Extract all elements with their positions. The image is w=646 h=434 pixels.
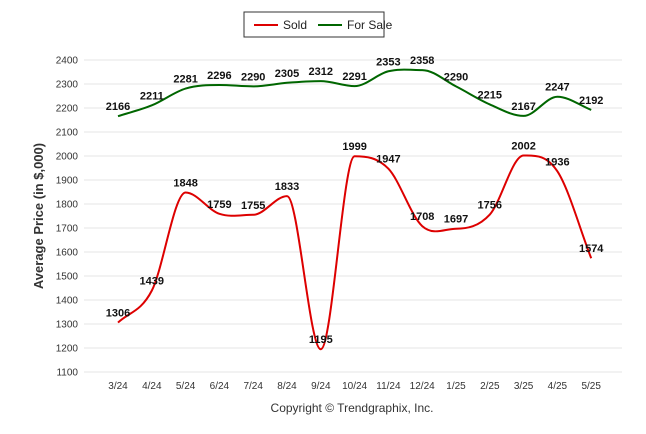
data-label: 2290 bbox=[444, 71, 468, 83]
data-label: 2296 bbox=[207, 70, 231, 82]
data-label: 1848 bbox=[173, 177, 197, 189]
data-label: 2215 bbox=[478, 89, 502, 101]
grid-layer bbox=[84, 59, 622, 373]
data-label: 1833 bbox=[275, 181, 299, 193]
data-label: 2353 bbox=[376, 56, 400, 68]
data-label: 2291 bbox=[342, 71, 366, 83]
x-tick-label: 2/25 bbox=[480, 381, 500, 392]
data-label: 1936 bbox=[545, 156, 569, 168]
data-label: 1947 bbox=[376, 154, 400, 166]
series-line-for-sale bbox=[117, 68, 592, 118]
y-tick-label: 1800 bbox=[56, 200, 79, 211]
series-layer bbox=[117, 68, 593, 351]
y-tick-label: 2200 bbox=[56, 104, 79, 115]
data-label: 2290 bbox=[241, 71, 265, 83]
y-tick-label: 1700 bbox=[56, 224, 79, 235]
x-tick-label: 11/24 bbox=[376, 381, 401, 392]
data-label: 1306 bbox=[106, 308, 130, 320]
y-tick-label: 2300 bbox=[56, 80, 79, 91]
data-label: 1708 bbox=[410, 211, 434, 223]
x-axis-ticks: 3/24 4/24 5/24 6/24 7/24 8/24 9/24 10/24 11/24 12… bbox=[108, 381, 601, 392]
data-label: 2166 bbox=[106, 101, 130, 113]
y-axis-title: Average Price (in $,000) bbox=[31, 143, 46, 289]
data-label: 1697 bbox=[444, 214, 468, 226]
data-label: 2192 bbox=[579, 95, 603, 107]
x-tick-label: 6/24 bbox=[210, 381, 230, 392]
data-label: 2002 bbox=[511, 141, 535, 153]
x-tick-label: 12/24 bbox=[410, 381, 435, 392]
x-tick-label: 3/24 bbox=[108, 381, 128, 392]
data-labels: 1306 1439 1848 1759 1755 1833 1195 1999 1947 1708… bbox=[106, 55, 605, 346]
x-tick-label: 8/24 bbox=[277, 381, 297, 392]
y-tick-label: 2100 bbox=[56, 128, 79, 139]
data-label: 1439 bbox=[140, 276, 164, 288]
data-label: 2305 bbox=[275, 68, 299, 80]
y-tick-label: 2400 bbox=[56, 56, 79, 67]
data-label: 1759 bbox=[207, 199, 231, 211]
x-tick-label: 4/24 bbox=[142, 381, 162, 392]
copyright-text: Copyright © Trendgraphix, Inc. bbox=[271, 401, 434, 415]
y-axis-ticks: 1100 1200 1300 1400 1500 1600 1700 1800 1900 2000… bbox=[56, 56, 79, 379]
data-label: 2358 bbox=[410, 55, 434, 67]
legend-label-for-sale: For Sale bbox=[347, 18, 393, 32]
data-label: 2281 bbox=[173, 74, 197, 86]
data-label: 2167 bbox=[511, 101, 535, 113]
data-label: 1999 bbox=[342, 141, 366, 153]
data-label: 2312 bbox=[309, 66, 333, 78]
x-tick-label: 5/25 bbox=[581, 381, 601, 392]
data-label: 2247 bbox=[545, 82, 569, 94]
y-tick-label: 1400 bbox=[56, 296, 79, 307]
data-label: 1195 bbox=[309, 334, 333, 346]
data-label: 1756 bbox=[478, 200, 502, 212]
y-tick-label: 2000 bbox=[56, 152, 79, 163]
x-tick-label: 10/24 bbox=[342, 381, 367, 392]
y-tick-label: 1100 bbox=[56, 368, 78, 379]
x-tick-label: 9/24 bbox=[311, 381, 331, 392]
legend-label-sold: Sold bbox=[283, 18, 307, 32]
series-line-sold bbox=[117, 154, 593, 351]
y-tick-label: 1300 bbox=[56, 320, 79, 331]
x-tick-label: 7/24 bbox=[243, 381, 263, 392]
data-label: 1755 bbox=[241, 200, 265, 212]
x-tick-label: 3/25 bbox=[514, 381, 534, 392]
data-label: 1574 bbox=[579, 243, 604, 255]
y-tick-label: 1900 bbox=[56, 176, 79, 187]
x-tick-label: 4/25 bbox=[548, 381, 568, 392]
y-tick-label: 1600 bbox=[56, 248, 79, 259]
data-label: 2211 bbox=[140, 90, 164, 102]
x-tick-label: 1/25 bbox=[446, 381, 466, 392]
legend: Sold For Sale bbox=[243, 11, 393, 38]
y-tick-label: 1500 bbox=[56, 272, 79, 283]
x-tick-label: 5/24 bbox=[176, 381, 196, 392]
y-tick-label: 1200 bbox=[56, 344, 79, 355]
